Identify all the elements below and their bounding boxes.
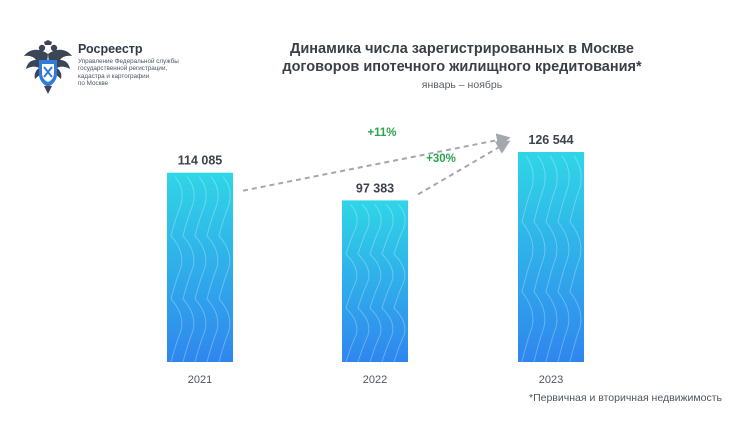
organization-subtitle-line: Управление Федеральной службы <box>78 58 179 65</box>
organization-subtitle: Управление Федеральной службы государств… <box>78 58 208 88</box>
chart-subtitle: январь – ноябрь <box>421 79 503 91</box>
bar-texture <box>170 176 231 363</box>
bar-2023 <box>518 152 584 362</box>
category-label: 2021 <box>188 374 212 386</box>
growth-arrow <box>242 133 511 192</box>
organization-subtitle-line: кадастра и картографии <box>78 72 150 80</box>
bar-2022 <box>342 200 408 362</box>
bar-texture <box>345 204 406 363</box>
organization-name: Росреестр <box>78 42 143 56</box>
category-label: 2023 <box>539 374 563 386</box>
growth-label: +30% <box>426 153 456 165</box>
chart-title-line: договоров ипотечного жилищного кредитова… <box>282 59 642 75</box>
chart-title: Динамика числа зарегистрированных в Моск… <box>262 40 662 76</box>
value-label: 126 544 <box>528 133 573 147</box>
growth-label: +11% <box>367 127 396 139</box>
chart-title-line: Динамика числа зарегистрированных в Моск… <box>290 41 634 57</box>
organization-subtitle-line: по Москве <box>78 80 109 88</box>
value-label: 97 383 <box>356 181 394 195</box>
bar-texture <box>521 155 582 363</box>
organization-subtitle-line: государственной регистрации, <box>78 65 168 73</box>
eagle-emblem-icon <box>24 40 72 94</box>
footnote: *Первичная и вторичная недвижимость <box>529 392 722 404</box>
category-label: 2022 <box>363 374 387 386</box>
growth-arrow <box>417 140 511 196</box>
value-label: 114 085 <box>178 154 223 168</box>
bar-2021 <box>167 172 233 362</box>
logo-block: Росреестр Управление Федеральной службы … <box>22 40 192 100</box>
